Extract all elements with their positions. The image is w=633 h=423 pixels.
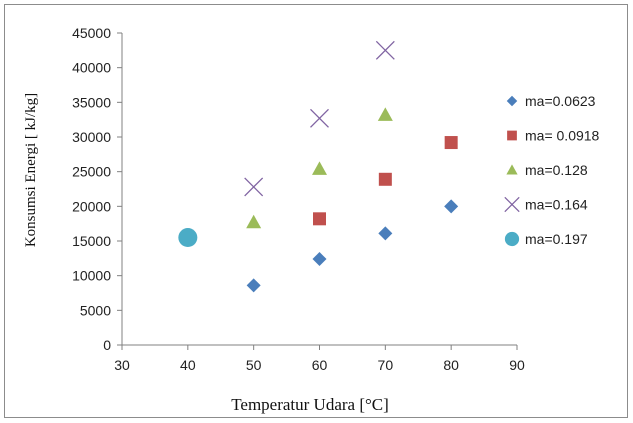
marker-stroke <box>504 196 520 213</box>
y-tick-label: 15000 <box>72 233 111 249</box>
x-tick-label: 30 <box>114 357 130 373</box>
data-point <box>312 252 327 267</box>
data-point <box>246 214 262 229</box>
x-axis-title: Temperatur Udara [°C] <box>231 395 389 414</box>
chart-frame: 0 5000 10000 15000 20000 25000 30000 35000 40000… <box>4 4 628 418</box>
y-tick-label: 20000 <box>72 198 111 214</box>
y-axis-title: Konsumsi Energi [ kJ/kg] <box>23 93 39 247</box>
series-1 <box>246 199 459 293</box>
legend-marker <box>506 95 518 107</box>
x-tick-label: 60 <box>312 357 328 373</box>
legend-marker <box>504 196 520 213</box>
legend-marker <box>504 231 520 247</box>
legend-label: ma= 0.0918 <box>525 128 600 144</box>
y-tick-label: 25000 <box>72 164 111 180</box>
x-tick-label: 40 <box>180 357 196 373</box>
data-point <box>378 226 393 241</box>
legend-marker <box>507 130 517 141</box>
marker-stroke <box>375 40 395 60</box>
x-tick-label: 50 <box>246 357 262 373</box>
y-tick-label: 35000 <box>72 94 111 110</box>
data-points <box>178 40 459 293</box>
series-3 <box>246 107 393 229</box>
series-2 <box>313 136 458 226</box>
data-point <box>444 136 458 150</box>
series-4 <box>244 40 395 197</box>
x-tick-label: 80 <box>443 357 459 373</box>
marker-stroke <box>244 177 264 197</box>
legend-label: ma=0.128 <box>525 162 588 178</box>
data-point <box>375 40 395 60</box>
axes <box>117 32 518 350</box>
data-point <box>377 107 393 121</box>
tick-labels: 0 5000 10000 15000 20000 25000 30000 35000 40000… <box>72 25 525 373</box>
legend: ma=0.0623 ma= 0.0918 ma=0.128 ma=0.164 ma=0.… <box>504 93 600 247</box>
data-point <box>312 161 327 175</box>
x-tick-label: 90 <box>509 357 525 373</box>
legend-label: ma=0.0623 <box>525 93 596 109</box>
data-point <box>313 212 326 226</box>
data-point <box>244 177 264 197</box>
legend-label: ma=0.164 <box>525 197 588 213</box>
data-point <box>246 278 261 293</box>
data-point <box>444 199 459 214</box>
scatter-chart: 0 5000 10000 15000 20000 25000 30000 35000 40000… <box>23 25 600 414</box>
y-tick-label: 5000 <box>80 302 111 318</box>
y-tick-label: 10000 <box>72 268 111 284</box>
legend-label: ma=0.197 <box>525 231 588 247</box>
y-tick-label: 30000 <box>72 129 111 145</box>
data-point <box>310 108 329 128</box>
y-tick-label: 40000 <box>72 60 111 76</box>
data-point <box>378 172 392 186</box>
y-tick-label: 0 <box>103 337 111 353</box>
x-tick-label: 70 <box>378 357 394 373</box>
y-tick-label: 45000 <box>72 25 111 41</box>
legend-marker <box>506 164 518 175</box>
series-5 <box>178 228 198 248</box>
data-point <box>178 228 198 248</box>
marker-stroke <box>310 108 329 128</box>
